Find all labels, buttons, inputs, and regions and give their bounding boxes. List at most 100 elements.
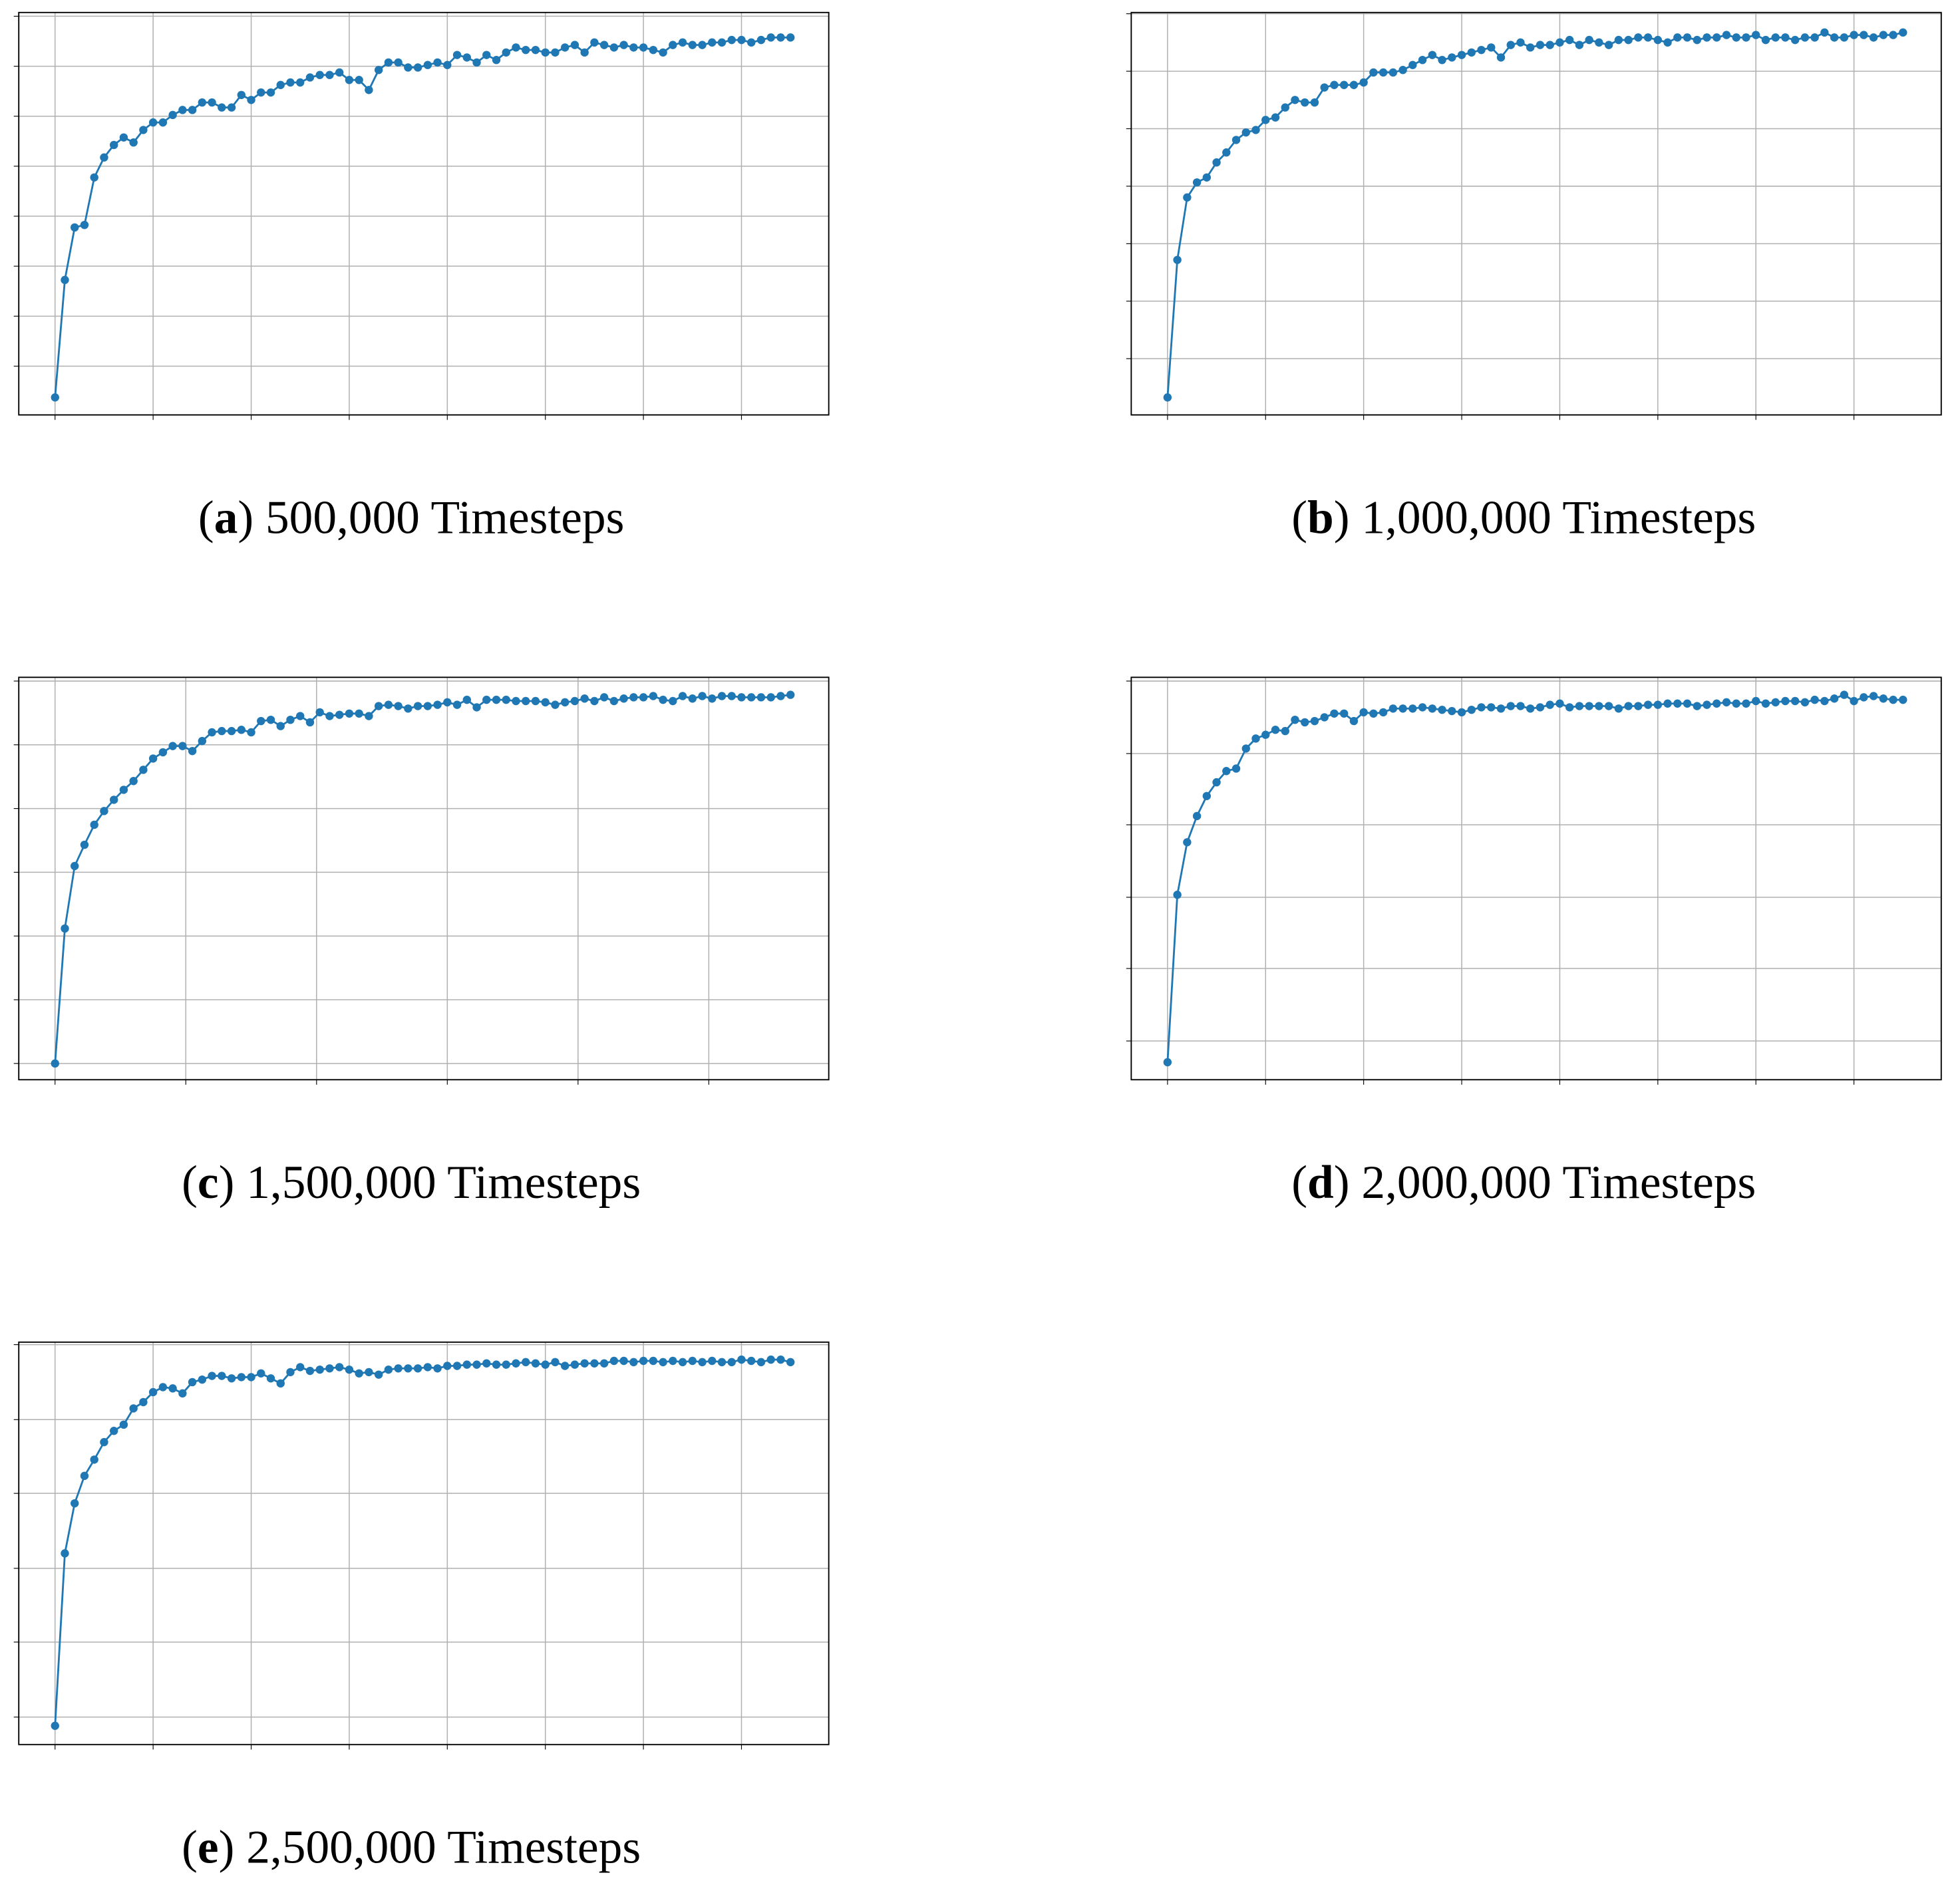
point xyxy=(599,693,609,702)
point xyxy=(257,716,265,726)
point xyxy=(708,1356,717,1366)
point xyxy=(619,694,628,703)
point xyxy=(1830,33,1839,42)
caption-part: ) 2,000,000 Timesteps xyxy=(1334,1156,1756,1209)
point xyxy=(296,712,305,720)
point xyxy=(590,696,599,706)
point xyxy=(139,126,148,134)
point xyxy=(1477,703,1486,712)
point xyxy=(286,1368,295,1377)
point xyxy=(756,35,766,45)
point xyxy=(109,140,118,150)
point xyxy=(365,86,373,94)
point xyxy=(492,695,501,704)
point xyxy=(335,68,344,77)
point xyxy=(1761,699,1770,708)
point xyxy=(188,106,197,114)
point xyxy=(1359,78,1368,87)
caption-part: ( xyxy=(182,1821,198,1874)
point xyxy=(541,48,550,57)
point xyxy=(1212,158,1221,167)
point xyxy=(669,1356,677,1366)
point xyxy=(218,103,226,112)
point xyxy=(80,840,89,849)
point xyxy=(100,807,108,815)
series-line xyxy=(54,1358,791,1726)
point xyxy=(1643,700,1653,709)
point xyxy=(1546,700,1554,709)
point xyxy=(678,692,687,700)
subplot: (a) 500,000 Timesteps xyxy=(13,11,830,544)
point xyxy=(482,1359,491,1368)
point xyxy=(1330,709,1339,718)
point xyxy=(522,1358,530,1367)
point xyxy=(1604,41,1613,49)
point xyxy=(1673,699,1682,708)
point xyxy=(570,41,579,49)
series-line xyxy=(1166,694,1903,1063)
point xyxy=(1850,31,1858,39)
point xyxy=(462,1360,471,1369)
point xyxy=(1418,55,1427,65)
point xyxy=(1301,98,1309,107)
point xyxy=(1555,699,1564,708)
point xyxy=(482,51,491,59)
point xyxy=(305,1366,315,1376)
point xyxy=(1840,690,1849,699)
point xyxy=(678,1358,687,1367)
point xyxy=(365,712,373,720)
point xyxy=(1800,698,1810,707)
point xyxy=(119,1420,128,1429)
point xyxy=(649,45,658,55)
caption-part: ( xyxy=(198,492,214,544)
point xyxy=(727,35,736,45)
series-line xyxy=(54,36,791,398)
point xyxy=(109,796,118,804)
point xyxy=(776,33,785,42)
point xyxy=(413,63,422,72)
point xyxy=(1713,699,1721,708)
point xyxy=(1496,53,1506,62)
point xyxy=(404,63,412,72)
point xyxy=(178,742,187,750)
caption-part: ) 2,500,000 Timesteps xyxy=(219,1821,641,1874)
point xyxy=(756,693,766,702)
point xyxy=(1673,33,1682,42)
point xyxy=(560,698,570,707)
point xyxy=(168,742,177,750)
point xyxy=(717,38,727,47)
point xyxy=(1457,51,1466,59)
point xyxy=(1222,148,1231,157)
point xyxy=(1222,767,1231,776)
point xyxy=(1261,116,1270,124)
point xyxy=(1349,716,1359,726)
point xyxy=(1379,708,1388,717)
point xyxy=(1301,718,1309,727)
point xyxy=(609,1356,619,1366)
point xyxy=(580,1359,589,1368)
point xyxy=(227,1374,236,1383)
point xyxy=(71,861,79,871)
point xyxy=(708,694,717,703)
point xyxy=(80,220,89,229)
point xyxy=(452,700,462,709)
point xyxy=(502,48,510,57)
point xyxy=(374,1370,383,1379)
point xyxy=(629,1358,638,1367)
point xyxy=(1703,33,1711,42)
point xyxy=(1869,692,1878,700)
series-line xyxy=(1166,31,1903,398)
point xyxy=(1595,702,1603,710)
point xyxy=(708,38,717,47)
point xyxy=(257,88,265,97)
point xyxy=(639,693,648,702)
point xyxy=(1860,31,1868,39)
point xyxy=(482,695,491,704)
point xyxy=(531,45,540,55)
point xyxy=(100,1437,108,1447)
point xyxy=(433,700,442,709)
caption-part: ( xyxy=(1291,492,1307,544)
point xyxy=(1428,704,1437,713)
point xyxy=(1398,704,1407,713)
subplot: (e) 2,500,000 Timesteps xyxy=(13,1341,830,1874)
